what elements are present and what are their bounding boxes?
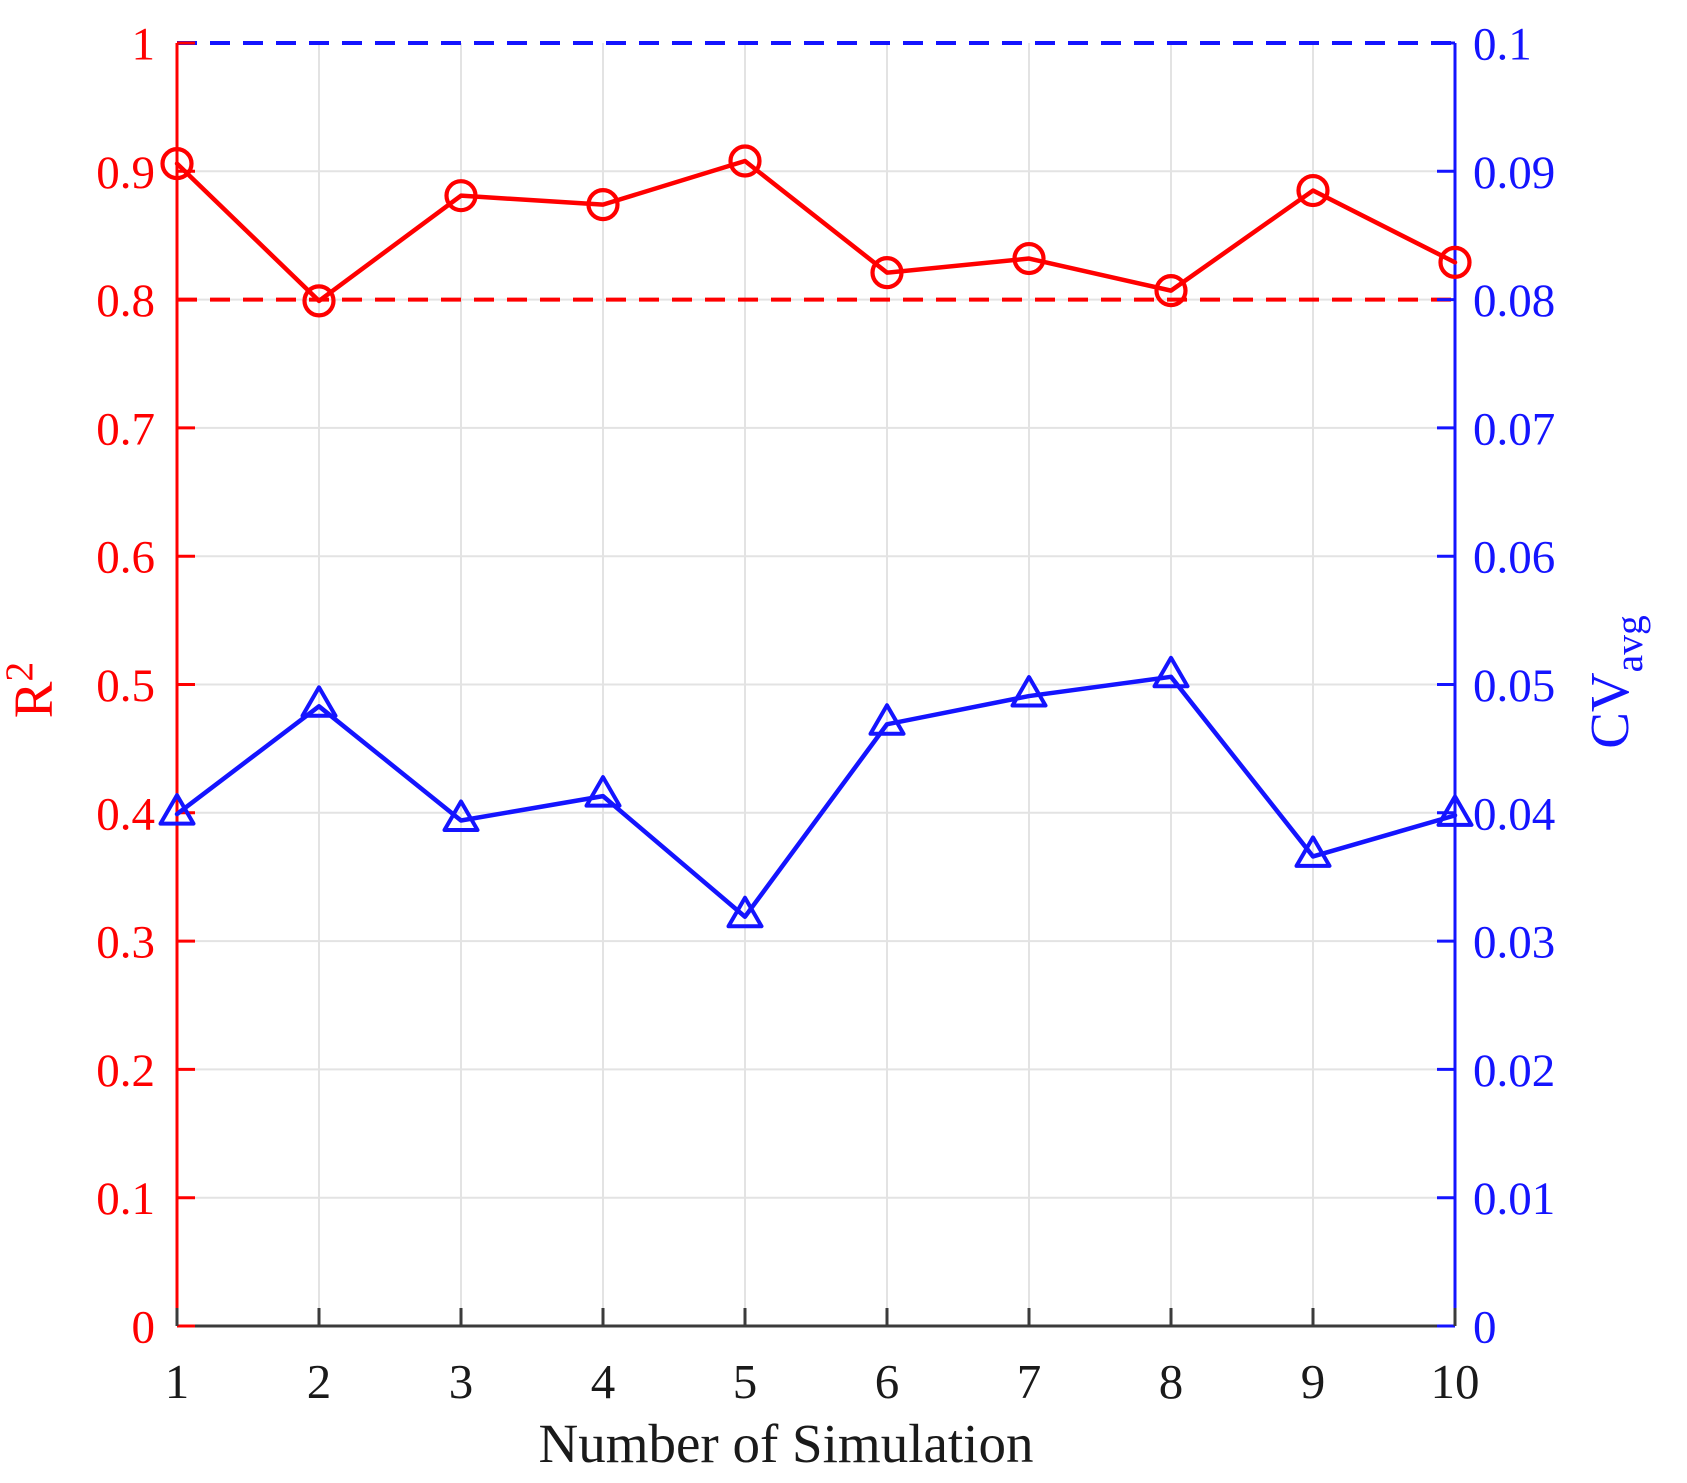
x-tick-label: 7 bbox=[1017, 1354, 1042, 1409]
right-tick-label: 0.02 bbox=[1473, 1045, 1555, 1097]
left-tick-label: 1 bbox=[132, 18, 156, 70]
left-tick-label: 0.5 bbox=[96, 660, 155, 712]
marker-triangle-CVavg bbox=[158, 793, 196, 826]
right-tick-label: 0 bbox=[1473, 1301, 1497, 1353]
marker-triangle-CVavg bbox=[442, 799, 480, 832]
x-tick-label: 9 bbox=[1301, 1354, 1326, 1409]
marker-triangle-CVavg bbox=[868, 703, 906, 736]
left-tick-label: 0.4 bbox=[96, 788, 155, 840]
marker-triangle-CVavg bbox=[1152, 655, 1190, 689]
left-tick-label: 0.9 bbox=[96, 147, 155, 199]
marker-circle-R2 bbox=[1012, 241, 1046, 276]
marker-triangle-CVavg bbox=[1436, 794, 1474, 827]
right-tick-label: 0.1 bbox=[1473, 18, 1532, 70]
x-tick-label: 3 bbox=[449, 1354, 474, 1409]
right-tick-label: 0.03 bbox=[1473, 917, 1555, 969]
left-tick-label: 0.2 bbox=[96, 1045, 155, 1097]
left-tick-label: 0 bbox=[132, 1301, 156, 1353]
marker-circle-R2 bbox=[870, 256, 904, 290]
left-tick-label: 0.6 bbox=[96, 532, 155, 584]
left-tick-label: 0.8 bbox=[96, 275, 155, 327]
left-axis-label-group: R2 bbox=[0, 662, 64, 718]
right-tick-label: 0.01 bbox=[1473, 1173, 1555, 1225]
marker-triangle-CVavg bbox=[1010, 675, 1048, 708]
left-axis-label: R2 bbox=[0, 662, 64, 718]
right-tick-label: 0.05 bbox=[1473, 660, 1555, 712]
x-tick-label: 8 bbox=[1159, 1354, 1184, 1409]
marker-circle-R2 bbox=[1154, 274, 1188, 308]
series-line-R2 bbox=[174, 158, 1458, 304]
right-axis-label-group: CVavg bbox=[1579, 615, 1651, 749]
series-line-CVavg bbox=[174, 674, 1458, 919]
marker-circle-R2 bbox=[160, 147, 194, 181]
x-axis-label: Number of Simulation bbox=[539, 1413, 1034, 1474]
x-tick-label: 5 bbox=[733, 1354, 758, 1409]
marker-circle-R2 bbox=[1438, 245, 1472, 279]
x-tick-label: 1 bbox=[165, 1354, 190, 1409]
right-tick-label: 0.06 bbox=[1473, 532, 1555, 584]
marker-triangle-CVavg bbox=[584, 775, 622, 808]
left-tick-label: 0.3 bbox=[96, 917, 155, 969]
left-tick-label: 0.7 bbox=[96, 403, 155, 455]
marker-circle-R2 bbox=[444, 179, 478, 213]
right-tick-label: 0.07 bbox=[1473, 403, 1555, 455]
right-axis-label: CVavg bbox=[1579, 615, 1651, 749]
left-tick-label: 0.1 bbox=[96, 1173, 155, 1225]
marker-triangle-CVavg bbox=[300, 685, 338, 718]
right-tick-label: 0.08 bbox=[1473, 275, 1555, 327]
right-tick-label: 0.09 bbox=[1473, 147, 1555, 199]
marker-circle-R2 bbox=[586, 188, 620, 222]
marker-circle-R2 bbox=[302, 284, 336, 318]
marker-triangle-CVavg bbox=[1294, 835, 1332, 868]
marker-circle-R2 bbox=[1296, 173, 1330, 208]
x-tick-label: 6 bbox=[875, 1354, 900, 1409]
right-tick-label: 0.04 bbox=[1473, 788, 1555, 840]
marker-circle-R2 bbox=[728, 144, 762, 178]
marker-triangle-CVavg bbox=[726, 895, 764, 929]
x-tick-label: 10 bbox=[1431, 1354, 1480, 1409]
x-tick-label: 2 bbox=[307, 1354, 332, 1409]
x-tick-label: 4 bbox=[591, 1354, 616, 1409]
